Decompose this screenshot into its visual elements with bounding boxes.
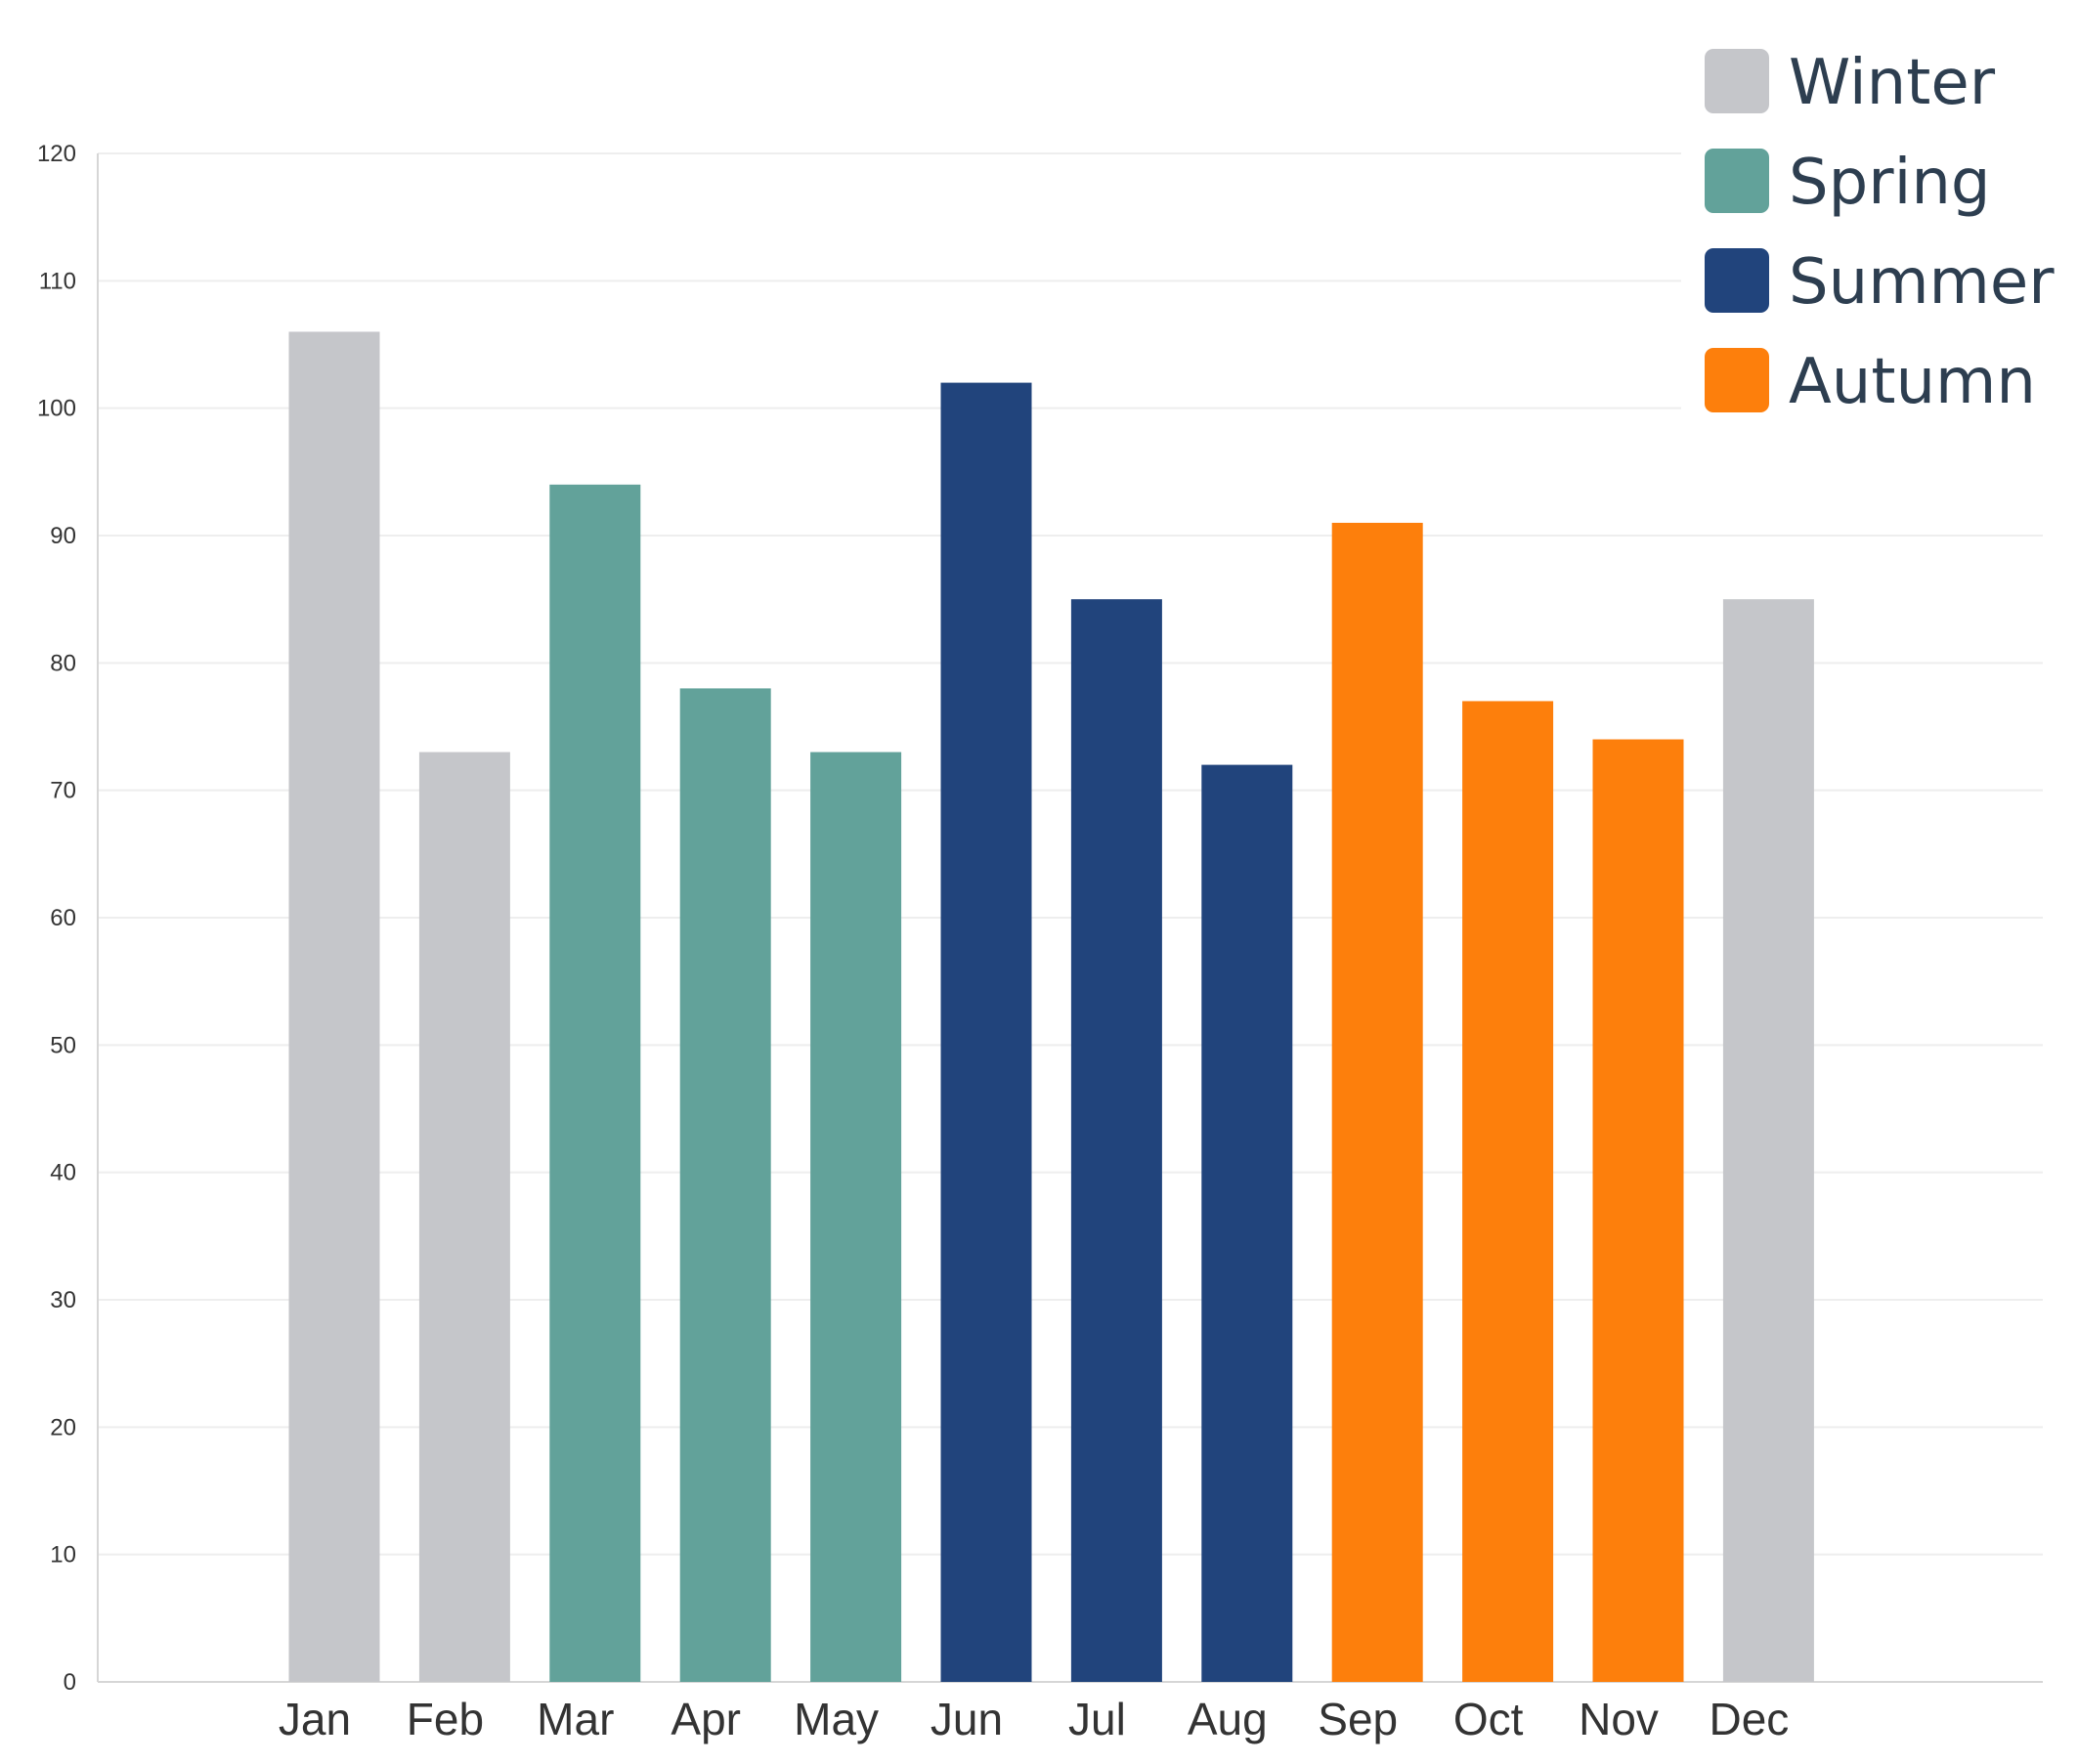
- y-tick-label: 20: [50, 1414, 76, 1441]
- legend-label-summer: Summer: [1789, 246, 2055, 319]
- bar-mar: [549, 484, 641, 1682]
- x-tick-label: Oct: [1453, 1694, 1524, 1744]
- legend-label-autumn: Autumn: [1789, 346, 2036, 418]
- bar-apr: [679, 688, 771, 1682]
- x-axis-ticks: Jan Feb Mar Apr May Jun Jul Aug Sep Oct Nov Dec: [279, 1694, 1789, 1744]
- bars: [288, 331, 1814, 1683]
- y-tick-label: 60: [50, 905, 76, 931]
- legend-swatch-summer: [1705, 248, 1769, 313]
- y-tick-label: 30: [50, 1287, 76, 1313]
- y-tick-label: 40: [50, 1160, 76, 1186]
- x-tick-label: Mar: [537, 1694, 614, 1744]
- x-tick-label: Dec: [1709, 1694, 1789, 1744]
- bar-nov: [1592, 739, 1684, 1682]
- x-tick-label: Jan: [279, 1694, 351, 1744]
- bar-jan: [288, 331, 380, 1682]
- y-tick-label: 10: [50, 1542, 76, 1569]
- y-tick-label: 50: [50, 1032, 76, 1058]
- bar-may: [810, 752, 902, 1682]
- bar-dec: [1722, 599, 1814, 1682]
- legend-label-spring: Spring: [1789, 147, 1991, 219]
- y-tick-label: 80: [50, 650, 76, 676]
- legend: Winter Spring Summer Autumn: [1681, 29, 2055, 420]
- x-tick-label: Nov: [1579, 1694, 1659, 1744]
- legend-label-winter: Winter: [1789, 47, 1996, 119]
- y-tick-label: 70: [50, 778, 76, 804]
- bar-sep: [1331, 522, 1423, 1682]
- x-tick-label: Feb: [407, 1694, 484, 1744]
- bar-oct: [1462, 701, 1554, 1682]
- y-axis-ticks: 0 10 20 30 40 50 60 70 80 90 100 110 120: [37, 141, 76, 1696]
- y-tick-label: 120: [37, 141, 76, 167]
- x-tick-label: Jul: [1068, 1694, 1126, 1744]
- bar-jun: [940, 382, 1032, 1683]
- legend-swatch-winter: [1705, 49, 1769, 113]
- x-tick-label: Aug: [1188, 1694, 1268, 1744]
- y-tick-label: 110: [39, 268, 76, 294]
- x-tick-label: May: [794, 1694, 879, 1744]
- y-tick-label: 90: [50, 523, 76, 549]
- y-tick-label: 0: [64, 1669, 76, 1696]
- bar-aug: [1201, 764, 1293, 1682]
- bar-jul: [1070, 599, 1162, 1682]
- legend-swatch-spring: [1705, 149, 1769, 213]
- x-tick-label: Sep: [1318, 1694, 1398, 1744]
- x-tick-label: Jun: [931, 1694, 1003, 1744]
- bar-feb: [418, 752, 510, 1682]
- legend-swatch-autumn: [1705, 348, 1769, 412]
- x-tick-label: Apr: [671, 1694, 741, 1744]
- y-tick-label: 100: [37, 396, 76, 422]
